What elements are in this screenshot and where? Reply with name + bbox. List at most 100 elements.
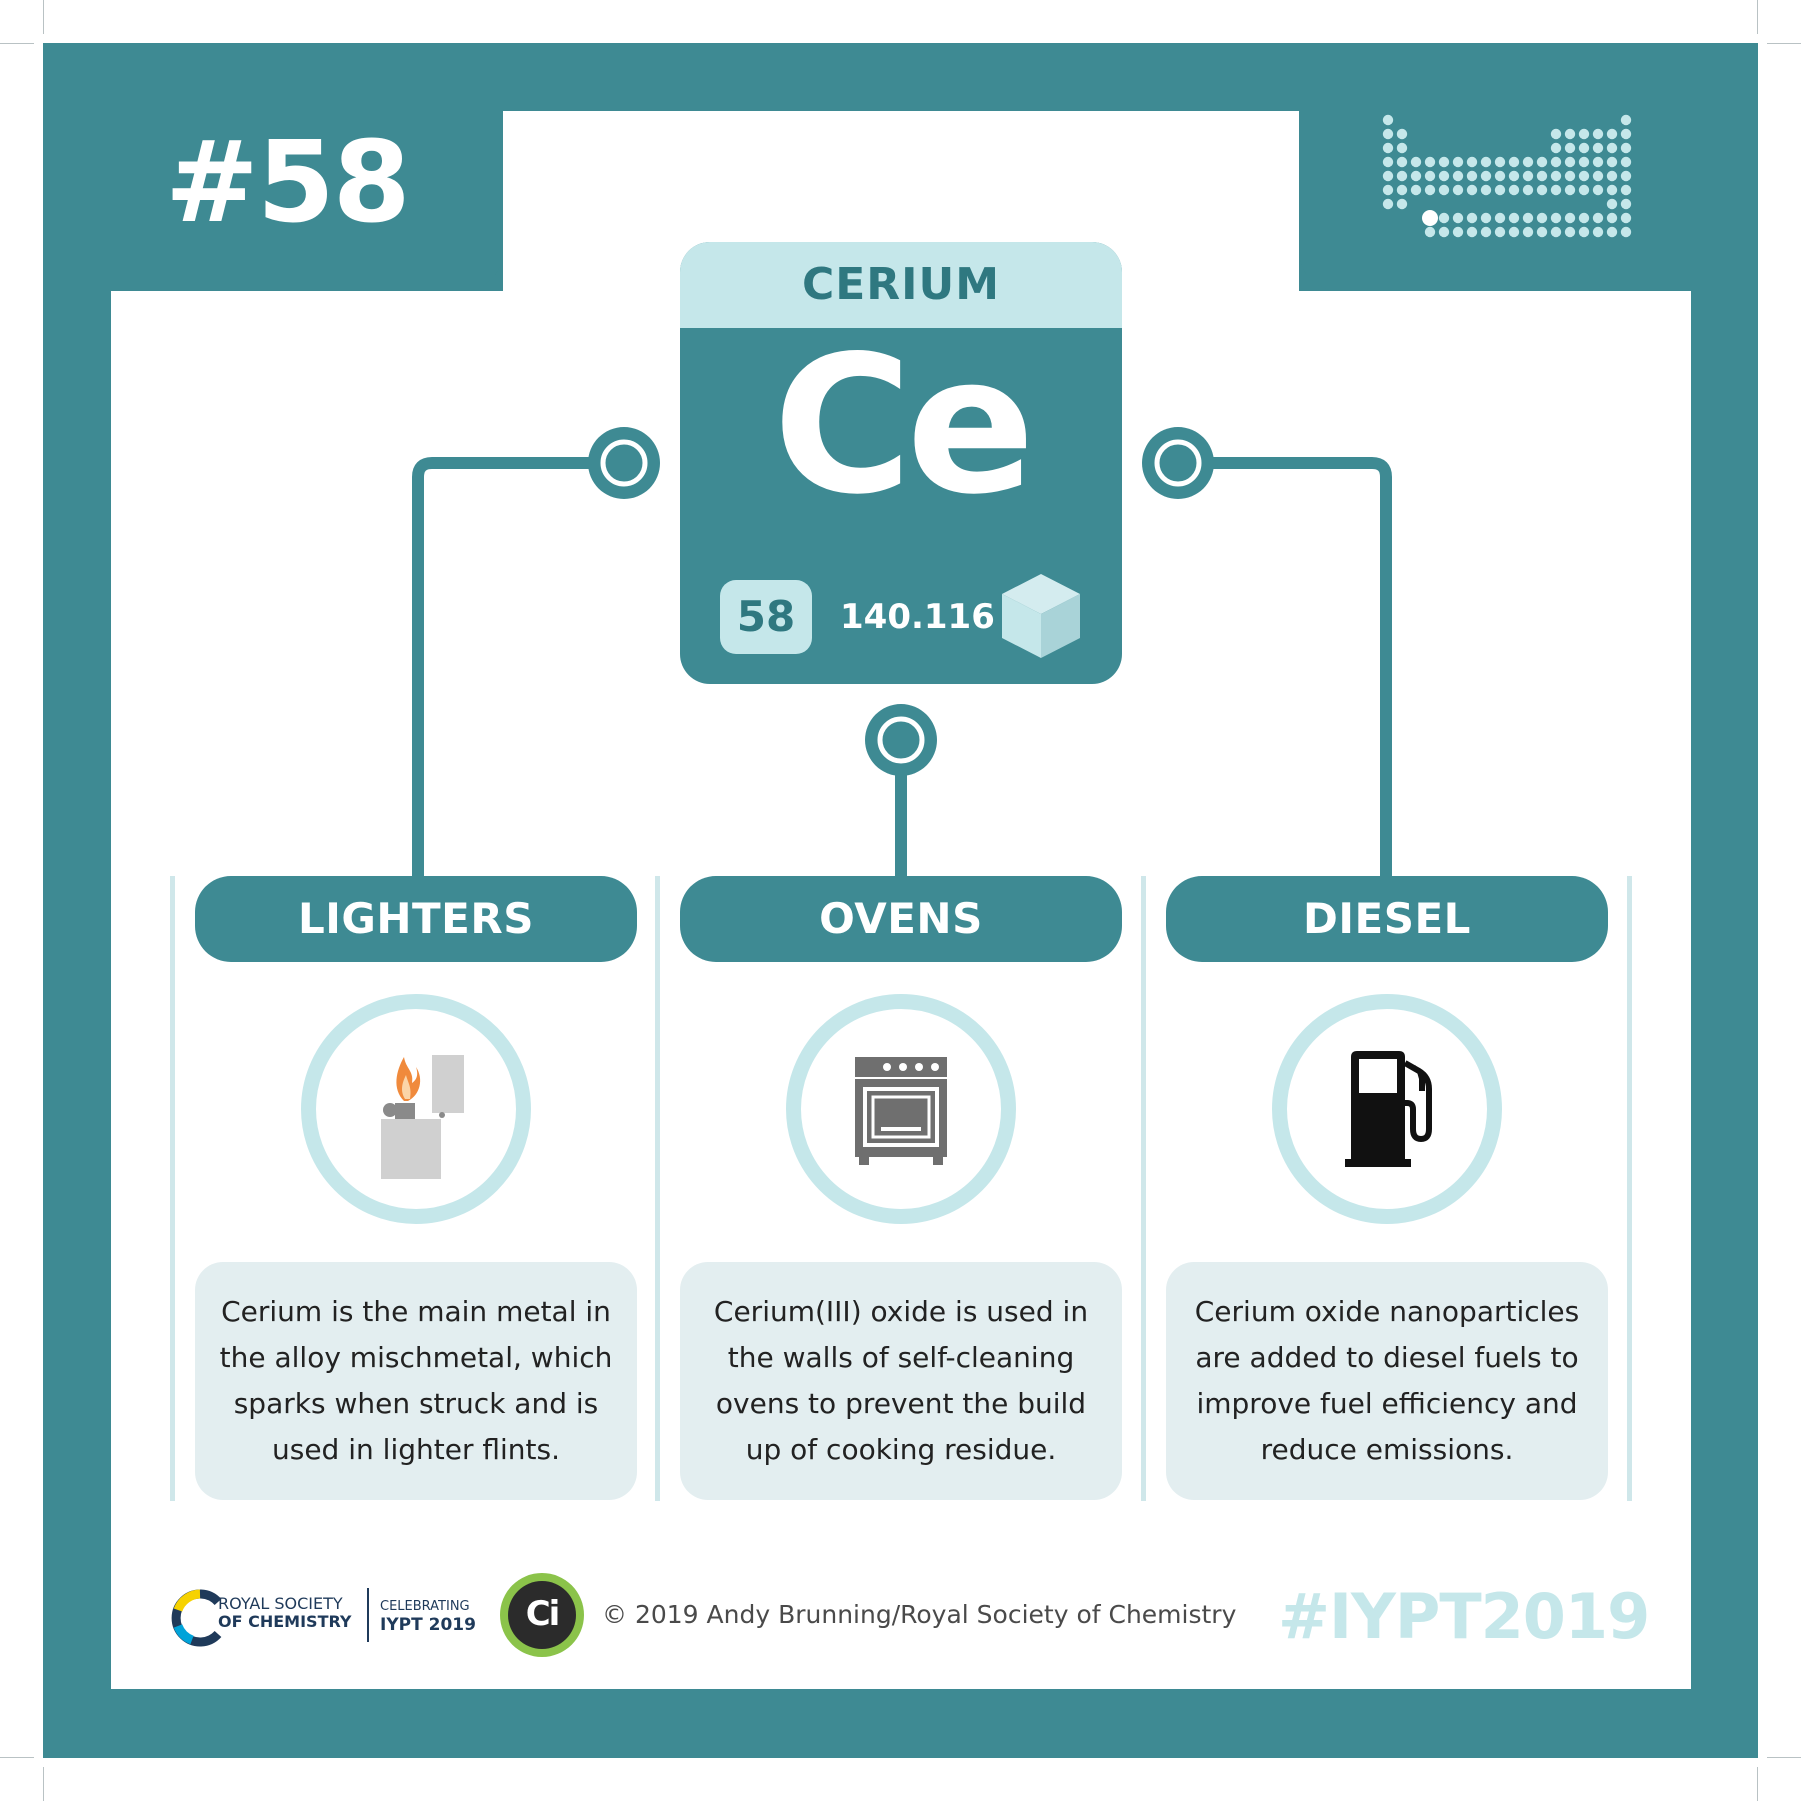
use-title: DIESEL <box>1166 876 1608 962</box>
periodic-table-dot <box>1424 226 1436 238</box>
periodic-table-dot <box>1620 184 1632 196</box>
periodic-table-dot <box>1466 156 1478 168</box>
periodic-table-dot <box>1620 114 1632 126</box>
copyright-notice: © 2019 Andy Brunning/Royal Society of Ch… <box>602 1600 1237 1629</box>
periodic-table-dot <box>1480 170 1492 182</box>
number-tab <box>111 111 503 291</box>
periodic-table-dot <box>1522 184 1534 196</box>
periodic-table-dot <box>1466 170 1478 182</box>
periodic-table-dot <box>1452 156 1464 168</box>
periodic-table-dot <box>1424 156 1436 168</box>
rsc-wordmark: ROYAL SOCIETY OF CHEMISTRY <box>218 1595 358 1631</box>
periodic-table-dot <box>1564 170 1576 182</box>
periodic-table-dot <box>1564 128 1576 140</box>
periodic-table-dot <box>1382 142 1394 154</box>
periodic-table-dot <box>1480 212 1492 224</box>
periodic-table-dot <box>1606 212 1618 224</box>
periodic-table-dot <box>1410 184 1422 196</box>
periodic-table-dot <box>1550 142 1562 154</box>
periodic-table-dot <box>1480 184 1492 196</box>
periodic-table-dot <box>1494 184 1506 196</box>
periodic-table-dot <box>1578 226 1590 238</box>
node-circle-right <box>1142 427 1214 499</box>
periodic-table-dot <box>1382 184 1394 196</box>
periodic-table-dot <box>1578 170 1590 182</box>
periodic-table-dot <box>1522 212 1534 224</box>
periodic-table-dot <box>1592 184 1604 196</box>
element-name: CERIUM <box>680 242 1122 328</box>
periodic-table-dot <box>1536 226 1548 238</box>
periodic-table-dot <box>1592 142 1604 154</box>
column-divider <box>655 876 660 1501</box>
periodic-table-dot <box>1396 170 1408 182</box>
iypt-wordmark-line1: CELEBRATING <box>380 1599 470 1614</box>
periodic-table-dot <box>1620 170 1632 182</box>
periodic-table-dot <box>1396 142 1408 154</box>
periodic-table-dot <box>1480 156 1492 168</box>
periodic-table-dot <box>1550 170 1562 182</box>
periodic-table-dot <box>1620 212 1632 224</box>
oven-icon <box>855 1057 947 1165</box>
periodic-table-dot <box>1466 184 1478 196</box>
periodic-table-dot <box>1550 156 1562 168</box>
periodic-table-dot <box>1438 170 1450 182</box>
icon-ring <box>301 994 531 1224</box>
use-title: LIGHTERS <box>195 876 637 962</box>
periodic-table-dot <box>1606 156 1618 168</box>
periodic-table-dot <box>1620 198 1632 210</box>
periodic-table-dot <box>1564 142 1576 154</box>
periodic-table-dot <box>1494 170 1506 182</box>
periodic-table-dot <box>1466 226 1478 238</box>
periodic-table-dot <box>1452 212 1464 224</box>
periodic-table-dot <box>1438 226 1450 238</box>
rsc-logo-icon <box>171 1589 222 1647</box>
periodic-table-dot <box>1592 212 1604 224</box>
column-divider <box>1627 876 1632 1501</box>
periodic-table-dot <box>1620 128 1632 140</box>
periodic-table-dot <box>1606 170 1618 182</box>
periodic-table-dot <box>1620 226 1632 238</box>
periodic-table-dot <box>1396 198 1408 210</box>
periodic-table-dot <box>1606 198 1618 210</box>
fuel-pump-icon <box>1345 1051 1432 1167</box>
periodic-table-dot <box>1508 212 1520 224</box>
logo-separator <box>367 1588 369 1642</box>
crop-mark <box>0 43 34 44</box>
periodic-table-dot <box>1410 170 1422 182</box>
periodic-table-dot <box>1592 170 1604 182</box>
crop-mark <box>1767 1757 1801 1758</box>
use-description: Cerium oxide nanoparticles are added to … <box>1166 1262 1608 1500</box>
element-number-badge: #58 <box>165 118 411 248</box>
periodic-table-dot <box>1522 170 1534 182</box>
periodic-table-dot <box>1564 212 1576 224</box>
periodic-table-dot <box>1452 170 1464 182</box>
periodic-table-dot <box>1550 184 1562 196</box>
periodic-table-dot <box>1438 184 1450 196</box>
periodic-table-dot <box>1550 226 1562 238</box>
periodic-table-dot <box>1620 142 1632 154</box>
periodic-table-dot <box>1536 170 1548 182</box>
use-description: Cerium is the main metal in the alloy mi… <box>195 1262 637 1500</box>
connector-left <box>412 457 624 876</box>
atomic-mass: 140.116 <box>840 597 995 637</box>
periodic-table-dot <box>1494 226 1506 238</box>
crop-mark <box>1767 43 1801 44</box>
periodic-table-dot <box>1578 156 1590 168</box>
periodic-table-highlight-dot <box>1422 210 1438 226</box>
compound-interest-logo: Ci <box>500 1573 584 1657</box>
rsc-wordmark-line1: ROYAL SOCIETY <box>218 1594 343 1613</box>
icon-ring <box>786 994 1016 1224</box>
column-divider <box>1141 876 1146 1501</box>
periodic-table-dot <box>1578 128 1590 140</box>
periodic-table-dot <box>1410 156 1422 168</box>
periodic-table-dot <box>1564 156 1576 168</box>
periodic-table-dot <box>1382 128 1394 140</box>
use-column-diesel: DIESEL Cerium oxide nanoparticles are ad… <box>1166 876 1608 1501</box>
column-divider <box>170 876 175 1501</box>
campaign-hashtag: #IYPT2019 <box>1278 1580 1650 1653</box>
periodic-table-dot <box>1592 226 1604 238</box>
periodic-table-dot <box>1564 184 1576 196</box>
periodic-table-dot <box>1620 156 1632 168</box>
periodic-table-dot <box>1452 226 1464 238</box>
